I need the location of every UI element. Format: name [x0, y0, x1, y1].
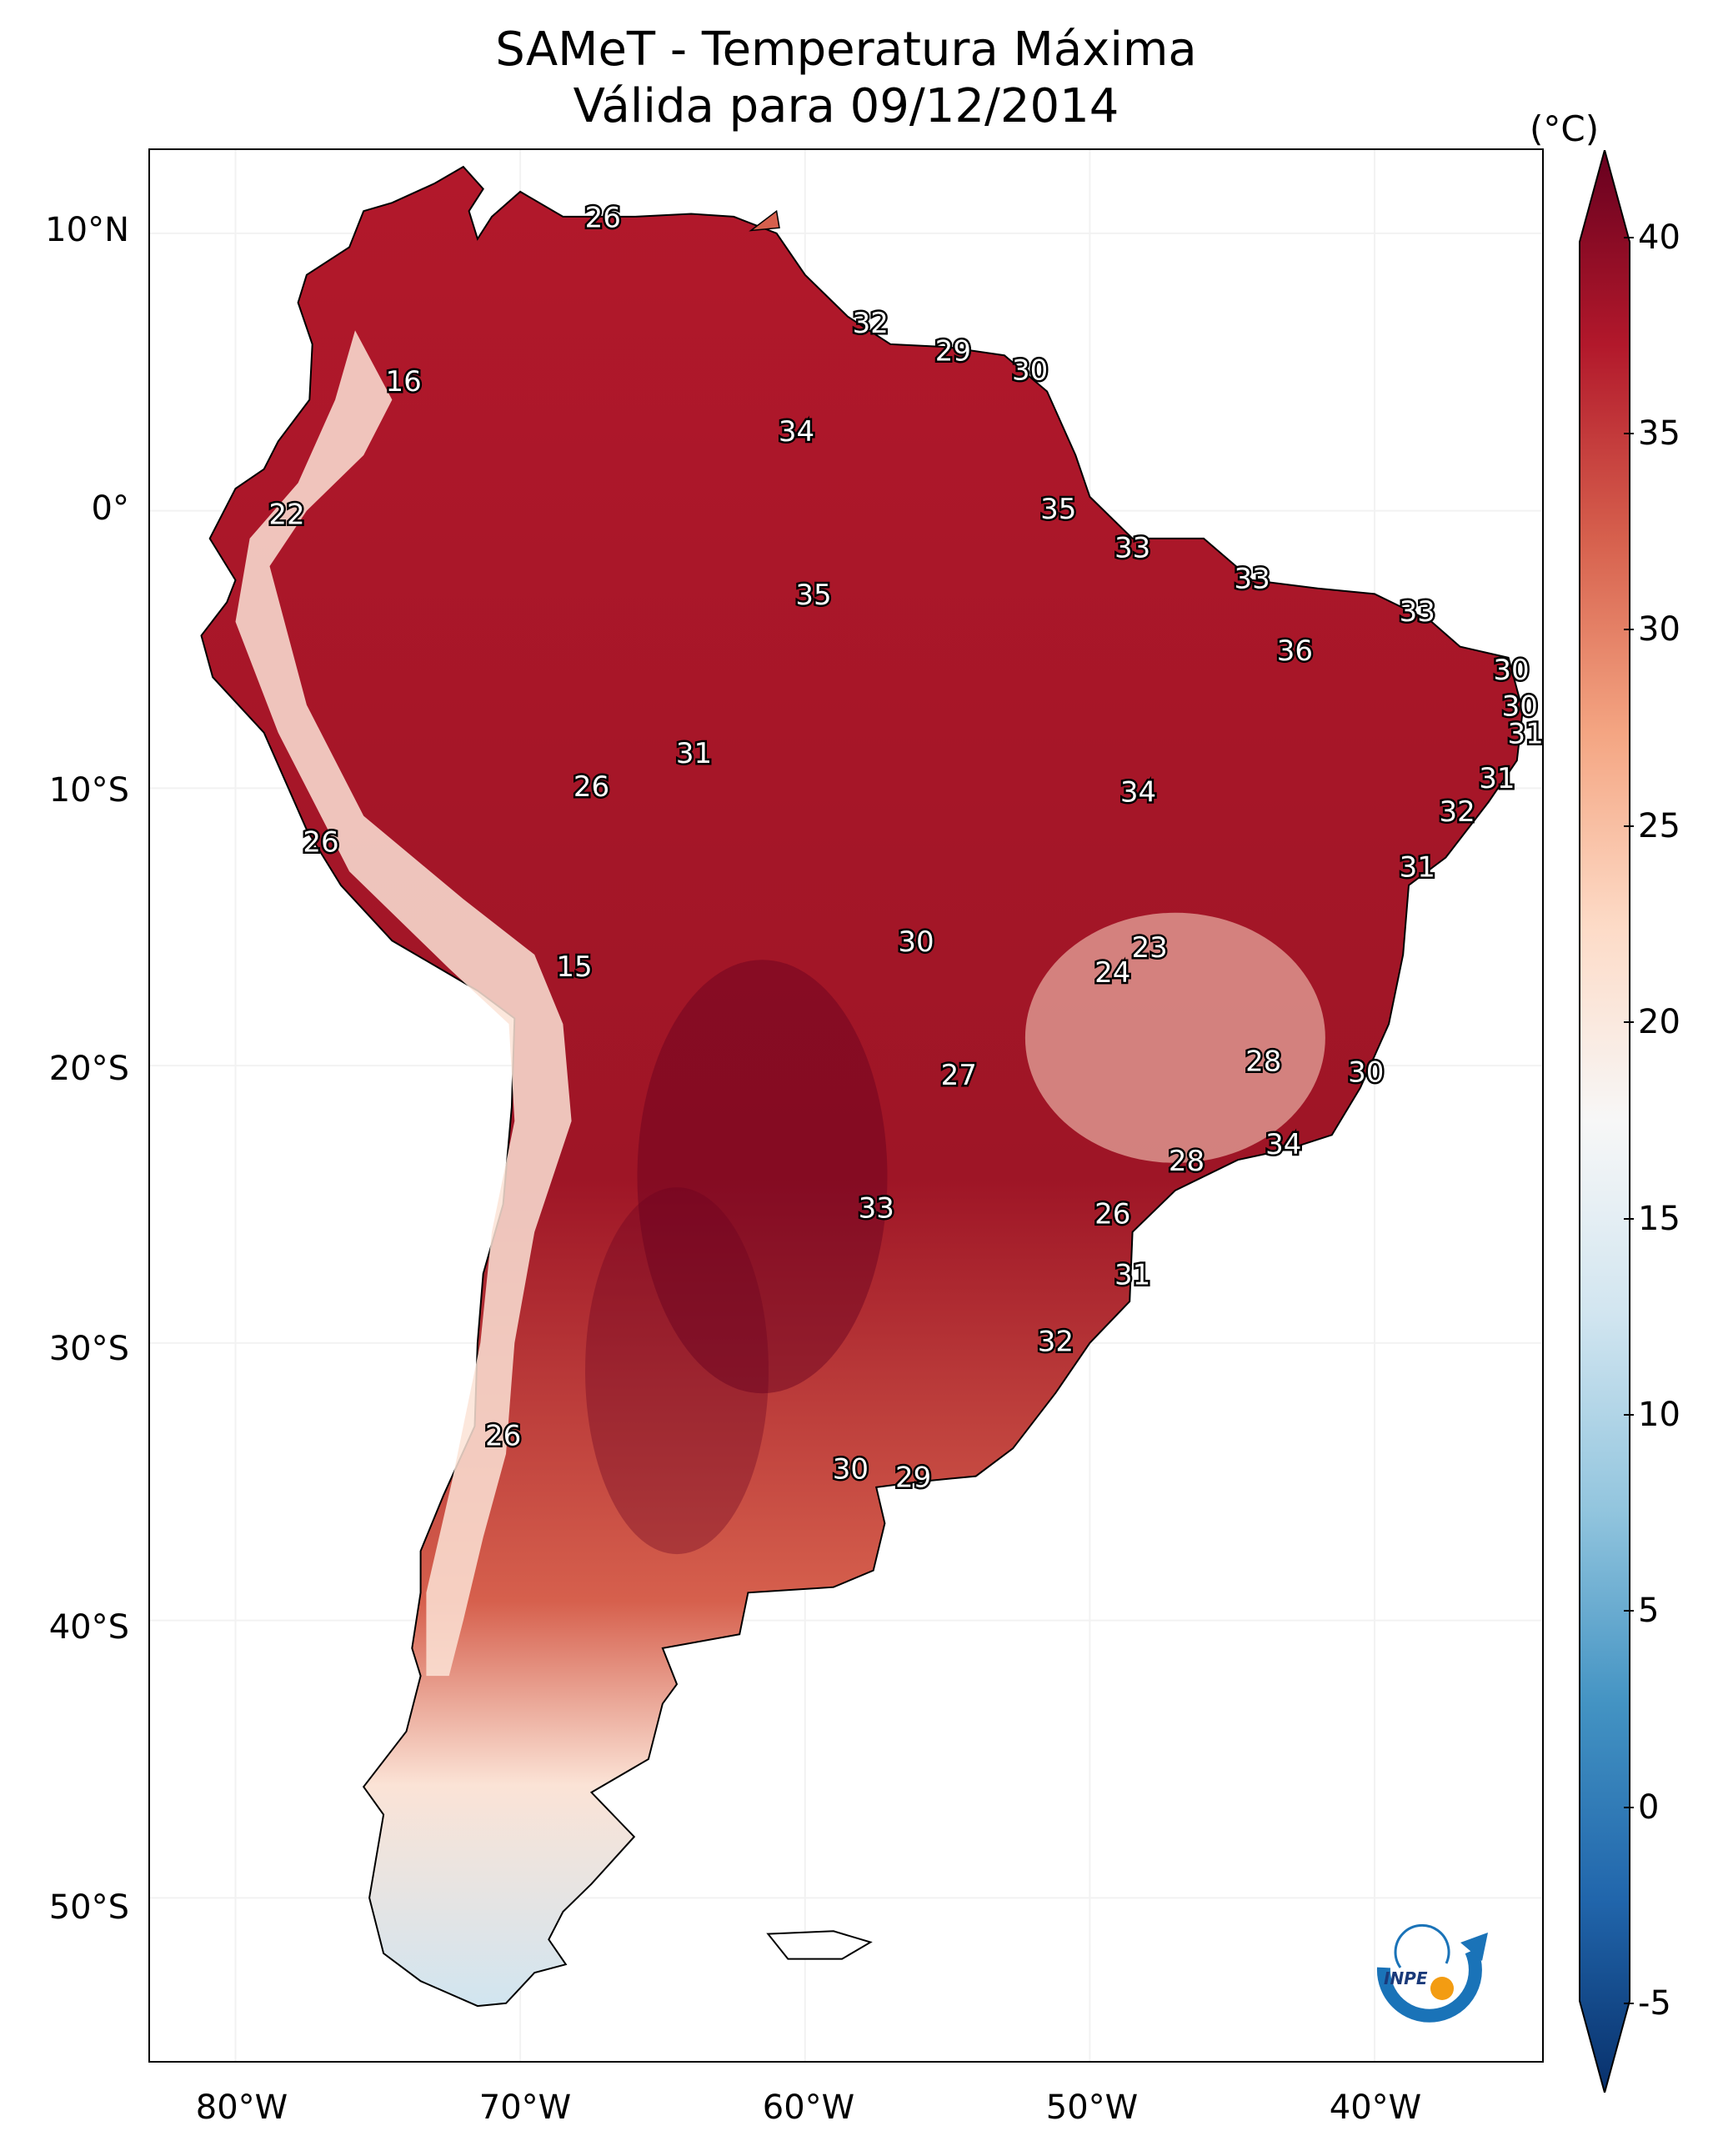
logo-text: INPE [1384, 1968, 1428, 1988]
station-label-26: 15 [556, 950, 592, 984]
station-label-7: 35 [1040, 493, 1076, 526]
station-label-32: 33 [859, 1192, 894, 1226]
station-label-19: 34 [1120, 776, 1156, 810]
station-label-2: 29 [935, 334, 971, 368]
inpe-logo: INPE [1376, 1923, 1488, 2023]
station-label-12: 36 [1277, 634, 1313, 668]
station-label-18: 26 [573, 770, 609, 804]
colorbar-tick-minus5: -5 [1638, 1984, 1671, 2023]
colorbar-unit: (°C) [1530, 108, 1600, 149]
station-label-27: 28 [1245, 1045, 1281, 1078]
station-label-20: 32 [1439, 795, 1475, 829]
colorbar-tick-30: 30 [1638, 610, 1680, 649]
colorbar-tick-5: 5 [1638, 1592, 1660, 1630]
station-label-23: 30 [898, 925, 934, 959]
station-label-14: 30 [1502, 689, 1538, 723]
station-label-0: 26 [585, 202, 621, 235]
colorbar [1579, 150, 1634, 2093]
lat-label-0: 0° [91, 489, 129, 528]
trinidad-island [749, 209, 780, 232]
map-subtitle: Válida para 09/12/2014 [573, 79, 1119, 133]
station-label-8: 33 [1114, 532, 1150, 565]
colorbar-tick-25: 25 [1638, 807, 1680, 845]
lat-label-20s: 20°S [48, 1050, 129, 1088]
station-label-29: 27 [941, 1059, 977, 1092]
lon-label-70w: 70°W [478, 2088, 572, 2127]
colorbar-tick-0: 0 [1638, 1788, 1660, 1827]
station-label-16: 31 [676, 737, 712, 770]
andes-cool-zone [235, 330, 572, 1677]
station-label-38: 29 [895, 1461, 931, 1494]
station-label-34: 31 [1114, 1259, 1150, 1292]
station-label-33: 26 [1094, 1197, 1130, 1231]
lon-label-60w: 60°W [762, 2088, 855, 2127]
hot-core-chaco [637, 960, 888, 1394]
station-label-3: 30 [1012, 354, 1048, 388]
lat-label-30s: 30°S [48, 1330, 129, 1368]
lat-label-10s: 10°S [48, 771, 129, 810]
lon-label-50w: 50°W [1045, 2088, 1139, 2127]
station-label-30: 34 [1265, 1128, 1301, 1161]
station-label-28: 30 [1348, 1056, 1384, 1090]
station-label-15: 31 [1507, 718, 1543, 751]
colorbar-tick-10: 10 [1638, 1396, 1680, 1434]
lat-label-40s: 40°S [48, 1608, 129, 1647]
station-label-35: 32 [1038, 1325, 1074, 1358]
station-label-13: 30 [1493, 654, 1529, 687]
map-title: SAMeT - Temperatura Máxima [495, 23, 1197, 77]
station-label-10: 35 [795, 579, 831, 612]
colorbar-tick-15: 15 [1638, 1200, 1680, 1238]
station-label-4: 16 [385, 365, 421, 399]
colorbar-tick-40: 40 [1638, 218, 1680, 257]
lat-label-10n: 10°N [45, 211, 129, 249]
station-label-9: 33 [1234, 562, 1270, 595]
station-label-11: 33 [1400, 595, 1435, 629]
colorbar-tick-35: 35 [1638, 414, 1680, 453]
station-label-25: 24 [1094, 956, 1130, 990]
station-label-31: 28 [1169, 1145, 1205, 1178]
station-label-17: 31 [1479, 762, 1515, 795]
station-label-5: 34 [779, 415, 814, 449]
lat-label-50s: 50°S [48, 1888, 129, 1927]
station-label-21: 26 [303, 825, 338, 859]
station-label-1: 32 [853, 307, 889, 340]
cool-zone-minas [1024, 912, 1325, 1163]
map-frame[interactable]: 26 32 29 30 16 34 22 35 33 33 35 33 36 30 30 31 31 31 26 34… [148, 148, 1544, 2063]
station-label-37: 30 [833, 1452, 869, 1486]
falkland-islands [766, 1930, 873, 1960]
lon-label-40w: 40°W [1329, 2088, 1422, 2127]
lon-label-80w: 80°W [195, 2088, 288, 2127]
station-label-24: 23 [1131, 931, 1167, 965]
station-label-36: 26 [485, 1420, 521, 1453]
colorbar-tick-20: 20 [1638, 1003, 1680, 1041]
hot-core-pampas [585, 1187, 769, 1555]
station-label-22: 31 [1400, 850, 1435, 884]
station-label-6: 22 [268, 499, 304, 532]
